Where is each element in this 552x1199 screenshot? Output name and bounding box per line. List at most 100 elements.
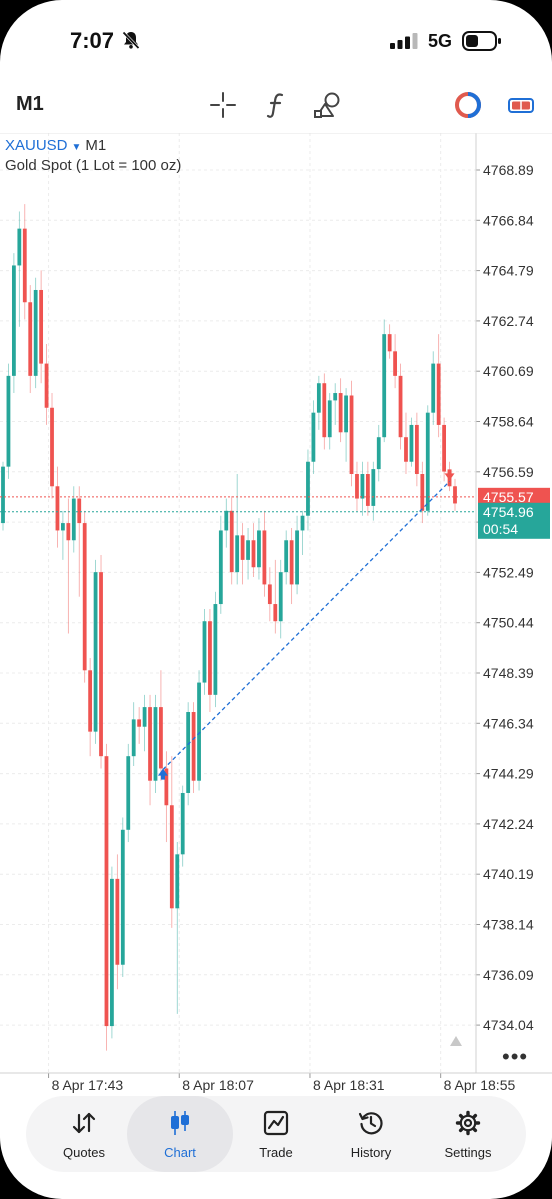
candle-body xyxy=(453,486,457,504)
candlestick-icon xyxy=(171,1111,189,1135)
candle-body xyxy=(39,289,44,364)
candle-body xyxy=(104,756,109,1027)
y-tick-label: 4758.64 xyxy=(483,414,534,430)
candle-body xyxy=(44,363,49,408)
x-tick-label: 8 Apr 17:43 xyxy=(52,1077,124,1093)
candle-body xyxy=(431,363,436,413)
symbol-dropdown-icon[interactable]: ▼ xyxy=(71,142,82,153)
y-tick-label: 4756.59 xyxy=(483,464,534,480)
candle-body xyxy=(213,604,218,695)
candle-body xyxy=(311,412,316,462)
candle-body xyxy=(333,393,338,401)
chart-symbol[interactable]: XAUUSD xyxy=(5,137,68,154)
more-options-icon[interactable]: ••• xyxy=(502,1044,529,1069)
tab-chart[interactable]: Chart xyxy=(127,1096,233,1172)
candle-body xyxy=(322,383,327,438)
candle-body xyxy=(442,424,447,472)
sell-arrow-icon xyxy=(444,469,455,481)
candle-body xyxy=(99,572,103,757)
price-chart[interactable]: 4768.89 4766.84 4764.79 4762.74 4760.69 4758.… xyxy=(0,133,552,1093)
chart-shift-icon[interactable] xyxy=(450,1036,462,1046)
bid-price-tag xyxy=(478,487,550,506)
candle-body xyxy=(365,474,370,506)
candle-body xyxy=(398,375,403,438)
y-tick-label: 4752.49 xyxy=(483,564,534,580)
candle-body xyxy=(17,228,22,266)
tab-settings-label: Settings xyxy=(444,1145,492,1160)
bell-muted-icon xyxy=(122,31,140,50)
timeframe-button[interactable]: M1 xyxy=(16,93,44,115)
tab-trade[interactable]: Trade xyxy=(226,1096,326,1172)
candle-body xyxy=(22,228,27,303)
chart-background xyxy=(0,133,552,1073)
candle-body xyxy=(349,395,354,475)
timeframe-clock-icon[interactable] xyxy=(453,90,483,120)
y-tick-label: 4746.34 xyxy=(483,715,534,731)
buy-arrow-icon xyxy=(157,768,168,780)
tab-history[interactable]: History xyxy=(321,1096,421,1172)
candle-body xyxy=(327,400,332,438)
candle-body xyxy=(164,768,169,806)
function-icon[interactable] xyxy=(262,90,292,120)
chart-description: Gold Spot (1 Lot = 100 oz) xyxy=(5,157,182,174)
candle-body xyxy=(159,707,163,769)
y-tick-label: 4740.19 xyxy=(483,866,534,882)
candle-body xyxy=(28,302,33,376)
chart-timeframe-label: M1 xyxy=(85,137,107,154)
candle-body xyxy=(360,474,365,499)
history-clock-icon xyxy=(358,1112,383,1135)
tab-settings[interactable]: Settings xyxy=(418,1096,518,1172)
candle-body xyxy=(153,707,158,781)
candle-body xyxy=(197,682,201,781)
candle-body xyxy=(131,719,136,757)
candle-body xyxy=(246,540,250,560)
candle-body xyxy=(110,878,114,1027)
tab-chart-label: Chart xyxy=(164,1145,196,1160)
candle-body xyxy=(235,535,240,573)
x-tick-label: 8 Apr 18:07 xyxy=(182,1077,254,1093)
candle-body xyxy=(88,670,93,732)
candle-body xyxy=(262,530,267,585)
candle-body xyxy=(251,540,256,568)
candle-body xyxy=(126,756,131,830)
candle-body xyxy=(273,604,278,622)
candle-body xyxy=(371,469,376,506)
candle-body xyxy=(93,572,98,732)
candle-body xyxy=(175,854,180,909)
candle-body xyxy=(1,466,5,524)
tab-history-label: History xyxy=(350,1145,392,1160)
candle-body xyxy=(120,829,125,965)
objects-icon[interactable] xyxy=(313,90,343,120)
candle-body xyxy=(71,498,76,541)
x-tick-label: 8 Apr 18:31 xyxy=(313,1077,385,1093)
candle-body xyxy=(278,572,283,622)
y-tick-label: 4764.79 xyxy=(483,263,534,279)
status-time: 7:07 xyxy=(70,28,115,53)
candle-body xyxy=(66,523,71,541)
ask-price-label: 4754.96 xyxy=(483,504,534,520)
y-tick-label: 4766.84 xyxy=(483,212,534,228)
trade-chart-icon xyxy=(263,1110,289,1136)
candle-body xyxy=(202,621,207,683)
candle-body xyxy=(267,584,272,605)
y-tick-label: 4738.14 xyxy=(483,917,534,933)
candle-body xyxy=(77,498,82,524)
candle-body xyxy=(82,523,87,671)
crosshair-icon[interactable] xyxy=(208,90,238,120)
candle-body xyxy=(382,334,387,438)
candle-body xyxy=(404,437,408,462)
candle-body xyxy=(300,515,305,531)
y-tick-label: 4744.29 xyxy=(483,766,534,782)
candle-body xyxy=(33,289,38,376)
quotes-arrows-icon xyxy=(72,1112,96,1134)
y-tick-label: 4748.39 xyxy=(483,665,534,681)
candle-body xyxy=(289,540,294,585)
candle-body xyxy=(61,523,65,531)
one-click-trading-icon[interactable] xyxy=(506,90,536,120)
tab-quotes[interactable]: Quotes xyxy=(34,1096,134,1172)
y-tick-label: 4750.44 xyxy=(483,615,534,631)
chart-symbol-header[interactable]: XAUUSD ▼ M1 xyxy=(5,137,106,154)
y-tick-label: 4734.04 xyxy=(483,1017,534,1033)
candle-countdown-label: 00:54 xyxy=(483,521,518,537)
